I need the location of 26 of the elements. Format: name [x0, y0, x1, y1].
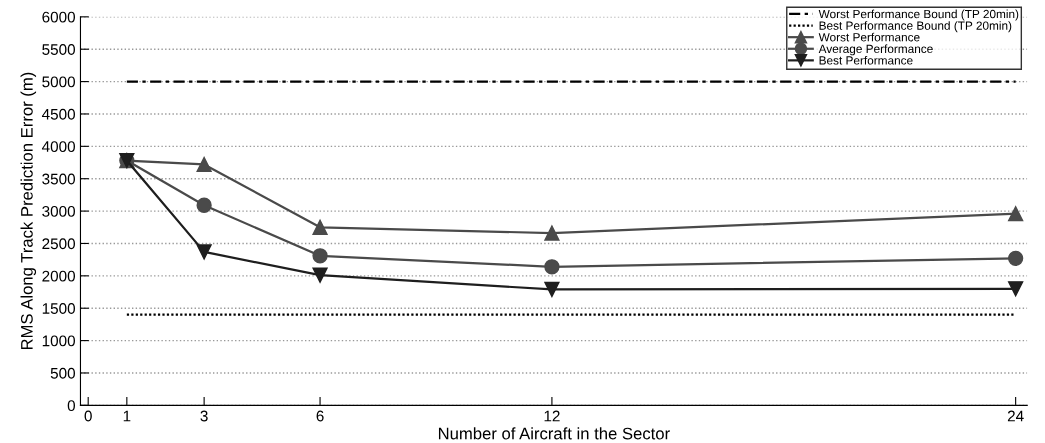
x-tick-label: 3 — [200, 410, 208, 422]
y-tick-label: 2000 — [42, 270, 76, 282]
legend-label: Worst Performance Bound (TP 20min) — [818, 9, 1019, 21]
y-tick-label: 1000 — [42, 335, 76, 347]
x-tick-label: 24 — [1007, 410, 1024, 422]
x-tick-label: 0 — [84, 410, 92, 422]
x-axis-title: Number of Aircraft in the Sector — [438, 427, 670, 440]
y-tick-label: 2500 — [42, 238, 76, 250]
legend-label: Average Performance — [818, 44, 933, 56]
y-tick-label: 3000 — [42, 205, 76, 217]
legend-label: Worst Performance — [818, 32, 920, 42]
y-tick-label: 4000 — [41, 141, 76, 153]
y-tick-label: 3500 — [42, 173, 76, 185]
y-tick-label: 500 — [50, 367, 76, 379]
y-tick-label: 5000 — [42, 76, 76, 88]
y-tick-label: 1500 — [42, 303, 76, 314]
y-tick-label: 0 — [67, 400, 76, 412]
legend-label: Best Performance — [819, 55, 913, 65]
y-axis-title: RMS Along Track Prediction Error (m) — [20, 72, 37, 350]
x-tick-label: 6 — [316, 410, 324, 422]
y-tick-label: 4500 — [41, 108, 76, 120]
y-tick-label: 5500 — [42, 44, 76, 55]
x-tick-label: 12 — [544, 410, 560, 422]
y-tick-label: 6000 — [42, 11, 76, 23]
legend-label: Best Performance Bound (TP 20min) — [819, 21, 1012, 33]
x-tick-label: 1 — [123, 410, 131, 422]
